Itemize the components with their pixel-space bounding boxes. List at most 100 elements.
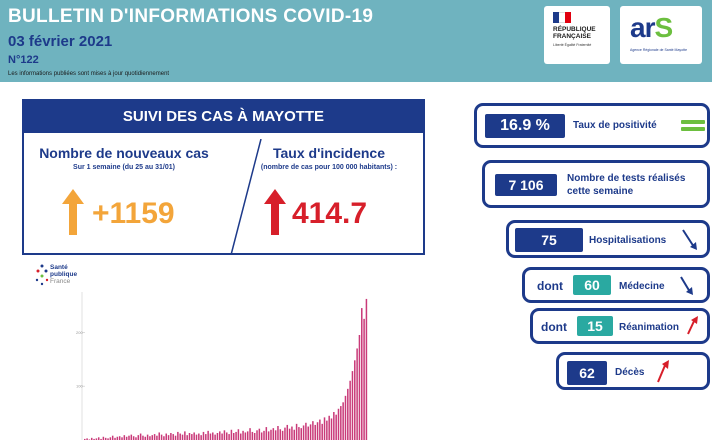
chart-bar [174, 435, 177, 440]
orange-up-arrow-icon [62, 189, 84, 235]
chart-bar [319, 419, 321, 440]
chart-bar [139, 433, 142, 440]
chart-bar [356, 348, 358, 440]
incidence-column: Taux d'incidence (nombre de cas pour 100… [234, 135, 424, 255]
chart-bar [132, 436, 135, 440]
tests-label-line2: cette semaine [567, 186, 634, 197]
reanimation-indicator: dont 15 Réanimation [530, 308, 710, 344]
chart-bar [214, 434, 216, 440]
chart-bar [128, 435, 130, 440]
chart-bar [256, 430, 258, 440]
chart-bar [193, 432, 195, 440]
chart-bar [118, 436, 121, 440]
chart-bar [144, 436, 147, 440]
chart-bar [177, 431, 179, 440]
chart-bar [181, 434, 184, 440]
chart-bar [295, 423, 298, 440]
chart-bar [260, 432, 263, 440]
chart-bar [305, 422, 307, 440]
chart-bar [142, 435, 144, 440]
chart-bar [314, 424, 316, 440]
tests-value: 7 106 [495, 174, 557, 196]
chart-bar [293, 429, 296, 440]
chart-bar [363, 318, 365, 440]
chart-bar [316, 422, 319, 440]
deces-value: 62 [567, 361, 607, 385]
chart-bar [223, 430, 226, 440]
chart-bar [237, 429, 240, 440]
chart-bar [337, 408, 340, 440]
chart-bar [198, 433, 200, 440]
medecine-value: 60 [573, 275, 611, 295]
chart-bar [135, 437, 137, 440]
chart-bar [186, 435, 188, 440]
chart-bar [114, 437, 116, 440]
tests-label-line1: Nombre de tests réalisés [567, 173, 686, 184]
chart-bar [137, 435, 140, 440]
new-cases-subtitle: Sur 1 semaine (du 25 au 31/01) [73, 164, 175, 171]
chart-bar [288, 428, 291, 440]
chart-bar [239, 433, 242, 440]
chart-bar [251, 431, 254, 440]
positivity-value: 16.9 % [485, 114, 565, 138]
chart-bar [232, 433, 235, 440]
bulletin-date: 03 février 2021 [8, 33, 113, 50]
chart-bar [107, 438, 109, 440]
deces-label: Décès [615, 367, 645, 378]
chart-bar [160, 434, 163, 440]
positivity-indicator: 16.9 % Taux de positivité [474, 103, 710, 148]
hospitalisation-label: Hospitalisations [589, 235, 667, 246]
chart-bar [242, 430, 244, 440]
sante-publique-dots-icon [35, 264, 49, 286]
chart-y-tick-label: 100 [76, 384, 83, 389]
chart-bar [84, 438, 86, 440]
cases-panel-header: SUIVI DES CAS À MAYOTTE [24, 101, 423, 133]
french-flag-icon [553, 12, 571, 23]
chart-bar [344, 395, 347, 440]
up-trend-arrow-icon [657, 360, 669, 383]
chart-bar [230, 429, 233, 440]
chart-bar [228, 434, 230, 440]
new-cases-title: Nombre de nouveaux cas [39, 145, 209, 161]
cases-panel: SUIVI DES CAS À MAYOTTE Nombre de nouvea… [22, 99, 425, 255]
chart-bar [205, 434, 207, 440]
new-cases-value: +1159 [92, 197, 175, 230]
chart-bar [263, 430, 265, 440]
chart-bar [281, 430, 284, 440]
ars-letter-s: S [654, 12, 673, 43]
chart-bar [191, 434, 193, 440]
chart-bar [330, 418, 333, 440]
chart-bar [249, 428, 251, 440]
chart-bar [158, 432, 160, 440]
chart-bar [354, 360, 356, 440]
incidence-value: 414.7 [292, 197, 368, 230]
hospitalisation-value: 75 [515, 228, 583, 252]
chart-bar [207, 430, 209, 440]
chart-bar [284, 427, 286, 440]
chart-bar [100, 438, 102, 440]
chart-bar [200, 435, 202, 440]
rf-name: RÉPUBLIQUE FRANÇAISE [553, 26, 596, 40]
chart-bar [90, 437, 93, 440]
chart-bar [226, 432, 228, 440]
chart-bar [323, 417, 326, 440]
chart-bar [170, 433, 172, 440]
header-banner: BULLETIN D'INFORMATIONS COVID-19 03 févr… [0, 0, 712, 82]
chart-bar [365, 298, 368, 440]
down-trend-arrow-icon [680, 276, 693, 295]
chart-bar [104, 437, 107, 440]
tests-label: Nombre de tests réalisés cette semaine [567, 172, 685, 198]
up-trend-arrow-icon [687, 316, 698, 335]
deces-indicator: 62 Décès [556, 352, 710, 390]
medecine-indicator: dont 60 Médecine [522, 267, 710, 303]
chart-bar [361, 308, 363, 440]
chart-bar [321, 423, 323, 440]
chart-bar [358, 335, 361, 440]
chart-bar [149, 436, 151, 440]
chart-bar [111, 435, 114, 440]
chart-bar [219, 431, 221, 440]
new-cases-column: Nombre de nouveaux cas Sur 1 semaine (du… [24, 135, 224, 255]
ars-subtitle: Agence Régionale de Santé Mayotte [630, 48, 688, 52]
incidence-title: Taux d'incidence [273, 145, 385, 161]
